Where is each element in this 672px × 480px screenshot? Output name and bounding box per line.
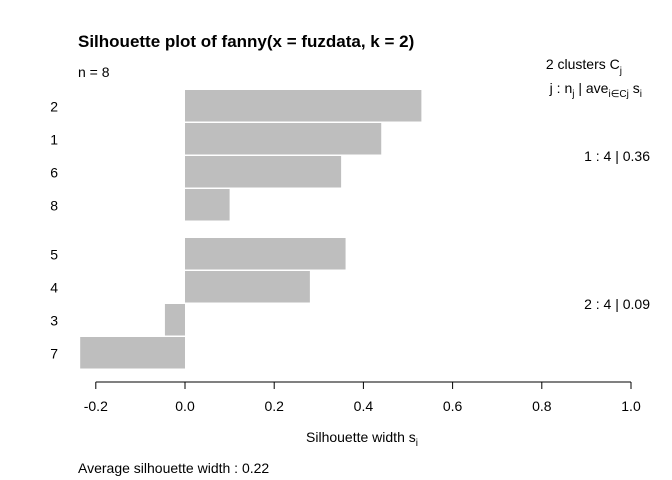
silhouette-bar-2	[185, 90, 422, 122]
observation-label-8: 8	[50, 198, 58, 214]
x-tick-label: 0.6	[443, 398, 463, 414]
observation-label-6: 6	[50, 165, 58, 181]
observation-label-4: 4	[50, 280, 58, 296]
x-tick-label: 0.2	[264, 398, 284, 414]
average-silhouette-label: Average silhouette width : 0.22	[78, 460, 269, 476]
x-tick-label: 0.0	[175, 398, 195, 414]
sample-count-label: n = 8	[78, 64, 110, 80]
silhouette-bar-8	[185, 189, 230, 221]
legend-header-stats: j : nj | avei∈Cj si	[549, 80, 642, 100]
x-axis-label: Silhouette width si	[306, 429, 418, 449]
observation-label-5: 5	[50, 247, 58, 263]
observation-label-7: 7	[50, 346, 58, 362]
x-tick-label: 0.8	[532, 398, 552, 414]
x-tick-label: 1.0	[621, 398, 641, 414]
chart-title: Silhouette plot of fanny(x = fuzdata, k …	[78, 32, 414, 51]
silhouette-bar-7	[80, 337, 185, 369]
bars-group	[80, 90, 422, 369]
cluster-label-1: 1 : 4 | 0.36	[584, 148, 650, 164]
silhouette-bar-3	[164, 304, 185, 336]
x-axis: -0.2 0.0 0.2 0.4 0.6 0.8 1.0	[84, 381, 641, 414]
silhouette-bar-1	[185, 123, 382, 155]
silhouette-bar-5	[185, 238, 346, 270]
cluster-label-2: 2 : 4 | 0.09	[584, 296, 650, 312]
x-tick-label: 0.4	[354, 398, 374, 414]
observation-label-1: 1	[50, 132, 58, 148]
x-tick-label: -0.2	[84, 398, 108, 414]
cluster-labels-group: 1 : 4 | 0.36 2 : 4 | 0.09	[584, 148, 650, 312]
silhouette-bar-4	[185, 271, 310, 303]
observation-label-3: 3	[50, 313, 58, 329]
bar-labels-group: 2 1 6 8 5 4 3 7	[50, 99, 58, 362]
observation-label-2: 2	[50, 99, 58, 115]
silhouette-bar-6	[185, 156, 342, 188]
legend-header-clusters: 2 clusters Cj	[546, 56, 622, 77]
